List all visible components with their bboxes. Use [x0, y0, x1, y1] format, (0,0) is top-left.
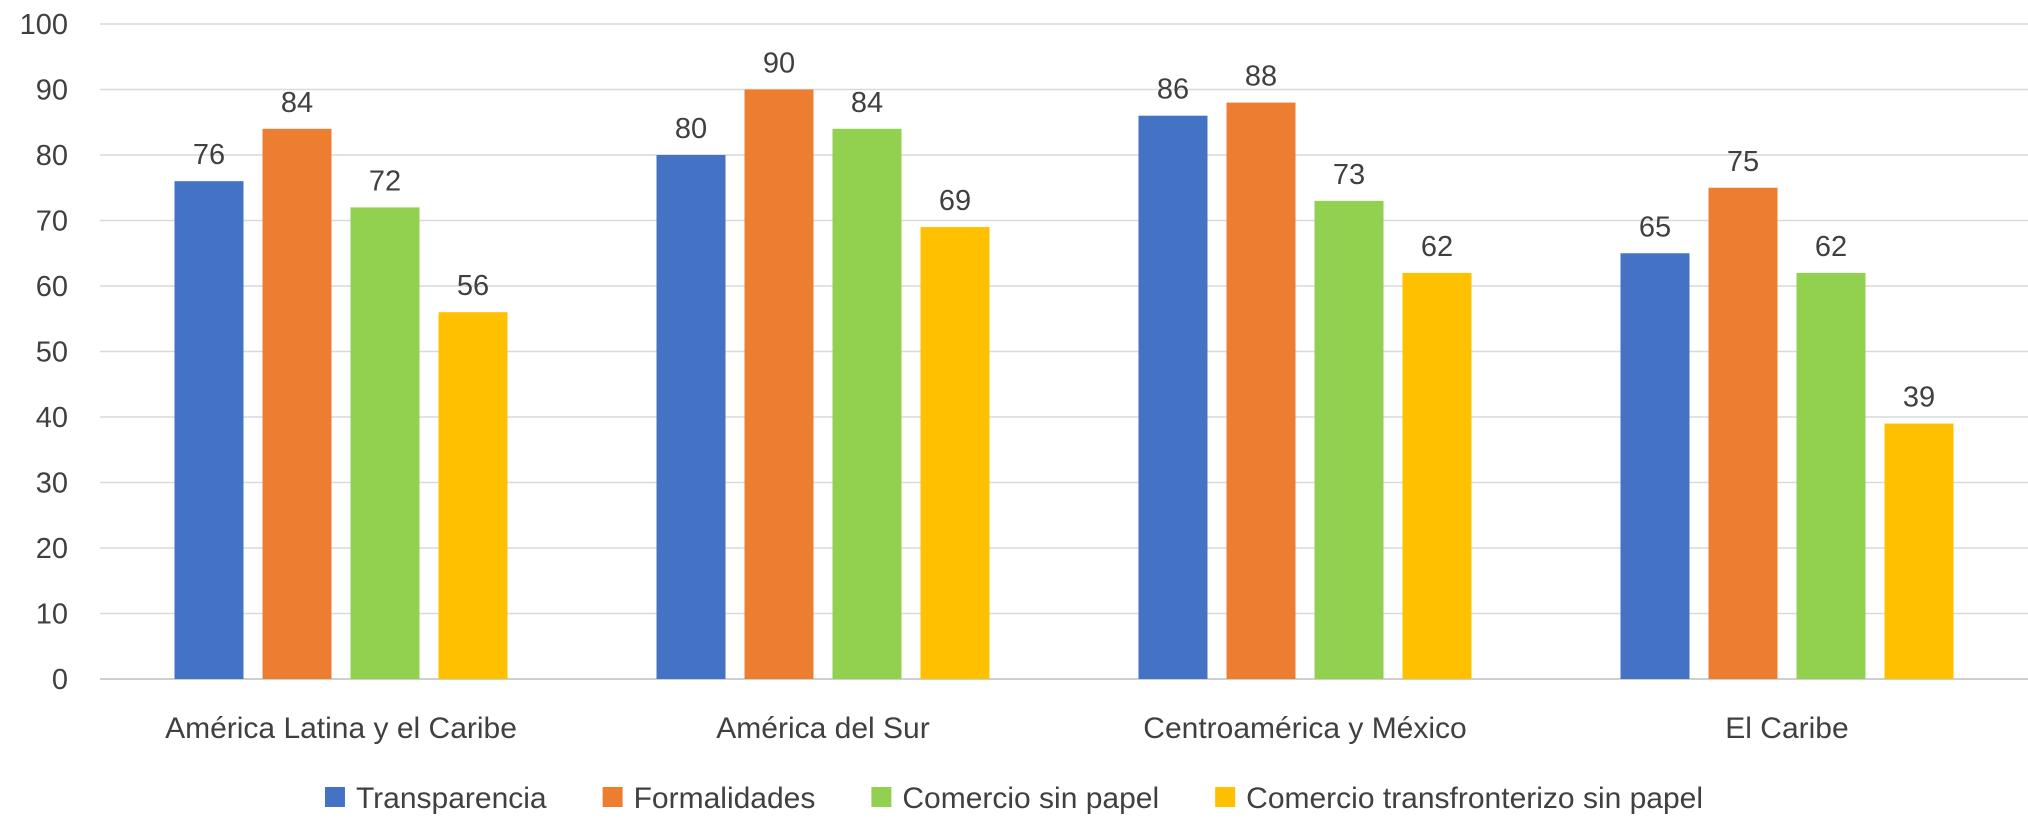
data-label: 86 — [1157, 74, 1189, 106]
bar — [262, 128, 332, 680]
y-tick-label: 100 — [20, 9, 68, 41]
bar — [1708, 187, 1778, 679]
legend-swatch — [1215, 787, 1236, 807]
data-label: 84 — [281, 87, 313, 119]
bar — [1884, 423, 1954, 679]
bar — [350, 207, 420, 679]
y-tick-label: 70 — [36, 206, 68, 238]
y-tick-label: 40 — [36, 402, 68, 434]
bar — [1226, 102, 1296, 680]
bar — [1402, 272, 1472, 679]
data-label: 62 — [1421, 231, 1453, 263]
legend-label: Formalidades — [634, 782, 816, 815]
bar — [1138, 115, 1208, 679]
y-tick-label: 30 — [36, 468, 68, 500]
bar — [174, 181, 244, 679]
bar — [744, 89, 814, 679]
bar — [438, 312, 508, 679]
bar — [1796, 272, 1866, 679]
data-label: 90 — [763, 48, 795, 80]
legend-label: Transparencia — [356, 782, 547, 815]
x-tick-label: América del Sur — [716, 712, 929, 745]
data-label: 75 — [1727, 146, 1759, 178]
x-axis-tick-labels: América Latina y el Caribe América del Su… — [165, 712, 1849, 745]
legend-swatch — [602, 787, 623, 807]
y-tick-label: 90 — [36, 75, 68, 107]
legend-label: Comercio transfronterizo sin papel — [1246, 782, 1703, 815]
legend: Transparencia Formalidades Comercio sin pa… — [324, 782, 1703, 815]
y-tick-label: 60 — [36, 271, 68, 303]
x-tick-label: Centroamérica y México — [1143, 712, 1466, 745]
data-label: 88 — [1245, 61, 1277, 93]
bar — [1620, 253, 1690, 679]
legend-label: Comercio sin papel — [902, 782, 1159, 815]
data-label: 84 — [851, 87, 883, 119]
bars — [174, 89, 1954, 680]
y-tick-label: 10 — [36, 599, 68, 631]
data-label: 65 — [1639, 211, 1671, 243]
y-tick-label: 20 — [36, 533, 68, 565]
x-tick-label: América Latina y el Caribe — [165, 712, 517, 745]
data-labels: 76 84 72 56 80 90 84 69 86 88 73 62 65 75 62 39 — [193, 48, 1935, 414]
y-tick-label: 0 — [52, 664, 68, 696]
legend-swatch — [324, 787, 345, 807]
bar — [832, 128, 902, 680]
data-label: 62 — [1815, 231, 1847, 263]
data-label: 69 — [939, 185, 971, 217]
x-tick-label: El Caribe — [1725, 712, 1848, 745]
data-label: 80 — [675, 113, 707, 145]
y-tick-label: 80 — [36, 140, 68, 172]
bar — [1314, 200, 1384, 679]
bar — [920, 227, 990, 680]
y-axis-tick-labels: 0 10 20 30 40 50 60 70 80 90 100 — [20, 9, 68, 696]
data-label: 76 — [193, 139, 225, 171]
data-label: 73 — [1333, 159, 1365, 191]
y-tick-label: 50 — [36, 337, 68, 369]
gridlines — [100, 23, 2028, 680]
data-label: 72 — [369, 165, 401, 197]
bar — [656, 155, 726, 679]
legend-swatch — [871, 787, 892, 807]
data-label: 39 — [1903, 382, 1935, 414]
data-label: 56 — [457, 270, 489, 302]
